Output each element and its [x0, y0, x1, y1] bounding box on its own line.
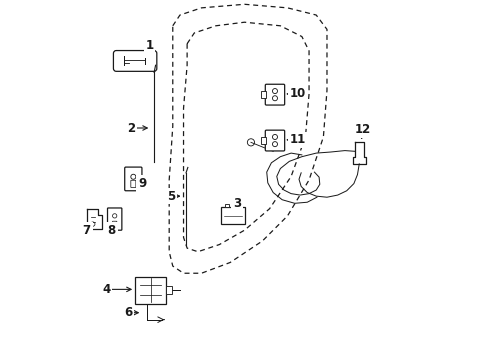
Text: 8: 8 — [107, 224, 116, 237]
FancyBboxPatch shape — [165, 286, 172, 294]
FancyBboxPatch shape — [261, 137, 266, 144]
Text: 1: 1 — [145, 39, 153, 52]
FancyBboxPatch shape — [221, 207, 244, 225]
FancyBboxPatch shape — [225, 204, 228, 207]
FancyBboxPatch shape — [113, 50, 157, 71]
Text: 12: 12 — [354, 123, 370, 136]
FancyBboxPatch shape — [261, 91, 266, 98]
FancyBboxPatch shape — [112, 221, 117, 227]
Text: 9: 9 — [138, 177, 146, 190]
Text: 11: 11 — [289, 133, 305, 146]
FancyBboxPatch shape — [131, 180, 136, 188]
Text: 7: 7 — [82, 224, 91, 237]
FancyBboxPatch shape — [231, 204, 234, 207]
Text: 6: 6 — [123, 306, 132, 319]
FancyBboxPatch shape — [135, 276, 165, 303]
FancyBboxPatch shape — [124, 167, 142, 191]
Text: 4: 4 — [102, 283, 110, 296]
FancyBboxPatch shape — [237, 204, 240, 207]
FancyBboxPatch shape — [265, 130, 284, 151]
Text: 2: 2 — [127, 122, 135, 135]
Text: 5: 5 — [166, 190, 175, 203]
Text: 3: 3 — [233, 197, 241, 210]
FancyBboxPatch shape — [107, 208, 122, 230]
Text: 10: 10 — [289, 87, 306, 100]
FancyBboxPatch shape — [265, 84, 284, 105]
